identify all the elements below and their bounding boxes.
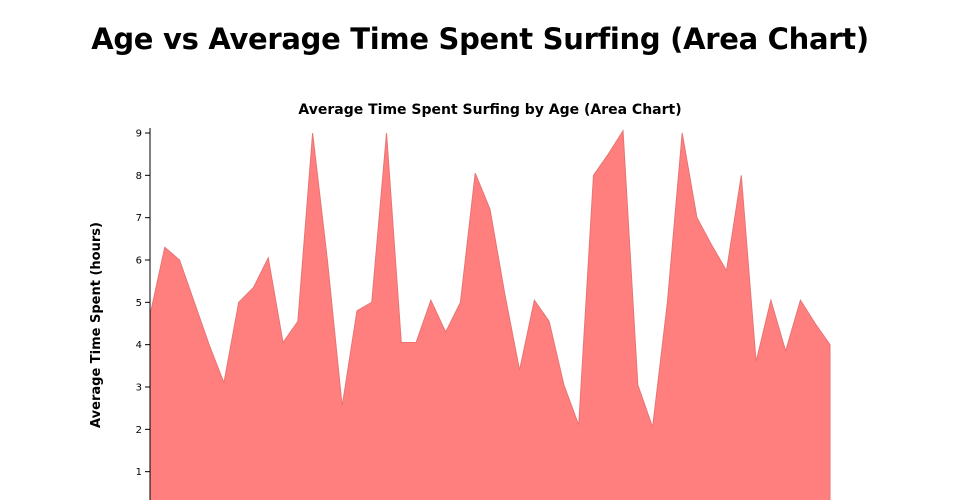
- data-point: [355, 309, 359, 313]
- area-series: [149, 129, 831, 504]
- data-point: [710, 243, 714, 247]
- data-point: [370, 300, 374, 304]
- data-point: [429, 298, 433, 302]
- area-layer: [149, 129, 832, 504]
- data-point: [665, 300, 669, 304]
- data-point: [562, 383, 566, 387]
- data-point: [547, 319, 551, 323]
- data-point: [178, 258, 182, 262]
- data-point: [340, 404, 344, 408]
- y-tick-label: 2: [136, 425, 142, 436]
- data-point: [680, 131, 684, 135]
- data-point: [503, 292, 507, 296]
- y-tick-label: 3: [136, 383, 142, 394]
- data-point: [458, 300, 462, 304]
- data-point: [385, 131, 389, 135]
- data-point: [414, 341, 418, 345]
- y-axis-label: Average Time Spent (hours): [89, 222, 104, 428]
- data-point: [266, 256, 270, 260]
- data-point: [518, 368, 522, 372]
- data-point: [296, 319, 300, 323]
- data-point: [488, 207, 492, 211]
- data-point: [754, 360, 758, 364]
- y-tick-label: 8: [136, 171, 142, 182]
- data-point: [163, 245, 167, 249]
- data-point: [636, 383, 640, 387]
- data-point: [577, 423, 581, 427]
- data-point: [251, 286, 255, 290]
- data-point: [473, 171, 477, 175]
- y-axis: 1 2 3 4 5 6 7 8 9: [136, 128, 151, 500]
- page-title: Age vs Average Time Spent Surfing (Area …: [91, 22, 869, 56]
- y-tick-label: 6: [136, 256, 142, 267]
- data-point: [192, 300, 196, 304]
- data-point: [325, 258, 329, 262]
- data-point: [237, 300, 241, 304]
- y-tick-label: 9: [136, 129, 142, 140]
- data-point: [828, 343, 832, 347]
- data-point: [311, 131, 315, 135]
- data-point: [769, 298, 773, 302]
- y-tick-label: 4: [136, 340, 142, 351]
- data-point: [784, 349, 788, 353]
- data-point: [207, 343, 211, 347]
- data-point: [798, 298, 802, 302]
- y-tick-label: 5: [136, 298, 142, 309]
- data-point: [651, 425, 655, 429]
- data-point: [399, 341, 403, 345]
- data-point: [281, 341, 285, 345]
- y-tick-label: 7: [136, 213, 142, 224]
- data-point: [695, 216, 699, 220]
- data-point: [621, 129, 625, 133]
- data-point: [813, 322, 817, 326]
- data-point: [606, 152, 610, 156]
- data-point: [444, 330, 448, 334]
- data-point: [222, 381, 226, 385]
- data-point: [532, 298, 536, 302]
- data-point: [739, 173, 743, 177]
- y-tick-label: 1: [136, 467, 142, 478]
- data-point: [725, 269, 729, 273]
- chart-title: Average Time Spent Surfing by Age (Area …: [298, 102, 681, 118]
- data-point: [591, 173, 595, 177]
